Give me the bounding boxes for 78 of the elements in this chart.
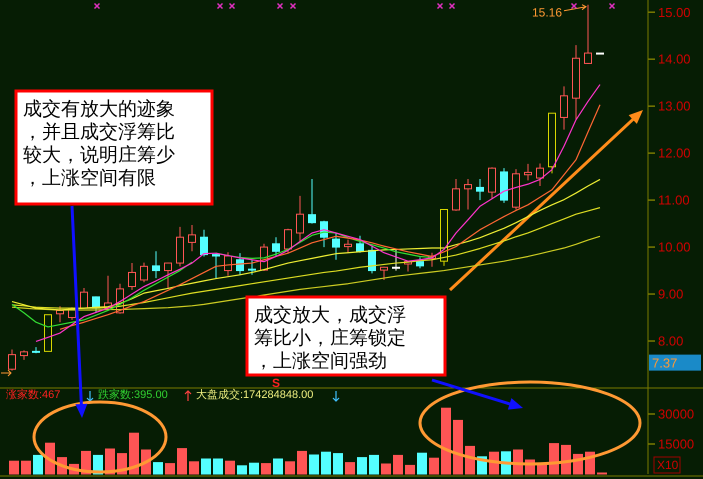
annotation: 15.16 bbox=[532, 6, 562, 20]
bar bbox=[225, 460, 235, 474]
candlestick bbox=[128, 262, 136, 290]
bar bbox=[273, 458, 283, 474]
bar bbox=[309, 454, 319, 474]
candlestick bbox=[56, 306, 64, 323]
annotation: 成交有放大的迹象，并且成交浮筹比较大，说明庄筹少，上涨空间有限 bbox=[23, 98, 175, 189]
bar bbox=[249, 462, 259, 474]
y-tick-label: 12.00 bbox=[658, 146, 691, 161]
bar bbox=[189, 461, 199, 474]
bar bbox=[285, 461, 295, 474]
bar bbox=[165, 463, 175, 474]
annotation: 跌家数:395.00 bbox=[98, 388, 168, 401]
candlestick bbox=[140, 262, 148, 283]
bar bbox=[417, 452, 427, 474]
bar bbox=[345, 462, 355, 474]
bar bbox=[129, 432, 139, 474]
candlestick bbox=[476, 178, 484, 201]
candlestick bbox=[200, 229, 208, 257]
annotation: 大盘成交:174284848.00 bbox=[196, 388, 314, 401]
candlestick bbox=[212, 253, 220, 279]
bar bbox=[321, 452, 331, 474]
y-tick-label: 10.00 bbox=[658, 240, 691, 255]
candlestick bbox=[80, 287, 88, 310]
candlestick bbox=[392, 248, 400, 272]
bar bbox=[261, 463, 271, 474]
candlestick bbox=[8, 348, 16, 372]
y-tick-label: 14.00 bbox=[658, 52, 691, 67]
y-tick-label: 30000 bbox=[658, 406, 694, 422]
bar bbox=[357, 457, 367, 474]
annotation: 成交放大，成交浮筹比小，庄筹锁定，上涨空间强劲 bbox=[254, 304, 406, 372]
candlestick bbox=[20, 350, 28, 360]
annotation: S bbox=[272, 376, 280, 390]
bar bbox=[177, 448, 187, 474]
annotation: 涨家数:467 bbox=[6, 388, 60, 401]
candlestick bbox=[284, 228, 292, 254]
bar bbox=[153, 462, 163, 474]
bar bbox=[33, 454, 43, 474]
text: 7.37 bbox=[652, 356, 678, 371]
bar bbox=[429, 458, 439, 474]
bar bbox=[201, 458, 211, 474]
candlestick bbox=[488, 166, 496, 200]
candlestick bbox=[464, 178, 472, 210]
candlestick bbox=[452, 178, 460, 212]
bar bbox=[549, 443, 559, 474]
candlestick bbox=[380, 266, 388, 280]
y-tick-label: 9.00 bbox=[658, 286, 684, 302]
bar bbox=[237, 465, 247, 474]
y-tick-label: 11.00 bbox=[658, 192, 690, 208]
text: X10 bbox=[657, 458, 679, 472]
candlestick bbox=[560, 86, 568, 130]
y-tick-label: 8.00 bbox=[658, 334, 684, 349]
candlestick bbox=[536, 162, 544, 187]
bar bbox=[213, 458, 223, 474]
candlestick bbox=[332, 232, 340, 260]
candlestick bbox=[272, 236, 280, 257]
candlestick bbox=[248, 260, 256, 276]
bar bbox=[9, 460, 19, 474]
candlestick bbox=[152, 250, 160, 279]
candlestick bbox=[344, 239, 352, 254]
candlestick bbox=[164, 262, 172, 288]
candlestick bbox=[296, 195, 304, 243]
candlestick bbox=[584, 4, 592, 64]
candlestick bbox=[308, 178, 316, 224]
bar bbox=[453, 420, 463, 474]
bar bbox=[21, 460, 31, 474]
y-tick-label: 13.00 bbox=[658, 98, 691, 114]
bar bbox=[441, 408, 451, 474]
bar bbox=[405, 464, 415, 474]
bar bbox=[369, 454, 379, 474]
candlestick bbox=[524, 163, 532, 181]
y-tick-label: 15000 bbox=[658, 436, 694, 452]
bar bbox=[333, 453, 343, 474]
bar bbox=[297, 450, 307, 474]
bar bbox=[381, 464, 391, 474]
bar bbox=[393, 454, 403, 474]
y-tick-label: 15.00 bbox=[658, 4, 691, 20]
candlestick bbox=[188, 224, 196, 252]
